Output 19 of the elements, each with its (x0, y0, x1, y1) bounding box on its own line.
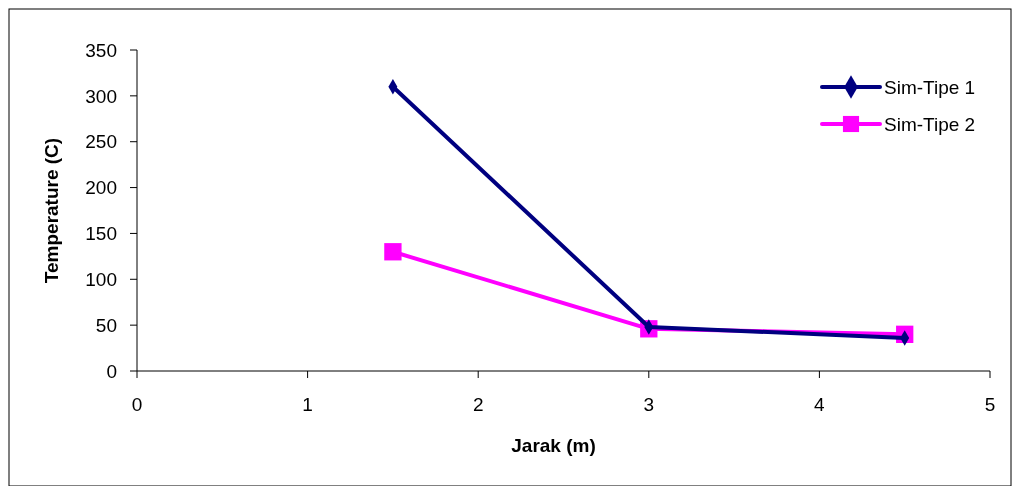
x-tick-label: 4 (814, 394, 826, 415)
y-tick-label: 0 (106, 360, 117, 382)
x-tick-label: 3 (643, 394, 655, 415)
x-tick-label: 5 (984, 394, 996, 415)
y-tick-label: 350 (85, 39, 117, 61)
y-tick-label: 250 (85, 131, 117, 153)
y-tick-label: 150 (85, 223, 117, 245)
x-tick-label: 1 (302, 394, 313, 415)
y-axis-title: Temperature (C) (41, 137, 62, 284)
x-tick-label: 2 (472, 394, 484, 415)
x-axis-title: Jarak (m) (511, 435, 596, 456)
point (384, 243, 402, 261)
y-tick-label: 50 (95, 314, 117, 336)
y-tick-label: 100 (85, 268, 117, 290)
legend-label: Sim-Tipe 2 (884, 113, 976, 135)
y-tick-label: 300 (85, 85, 117, 107)
x-tick-label: 0 (131, 394, 143, 415)
legend-label: Sim-Tipe 1 (884, 76, 976, 98)
y-tick-label: 200 (85, 177, 117, 199)
